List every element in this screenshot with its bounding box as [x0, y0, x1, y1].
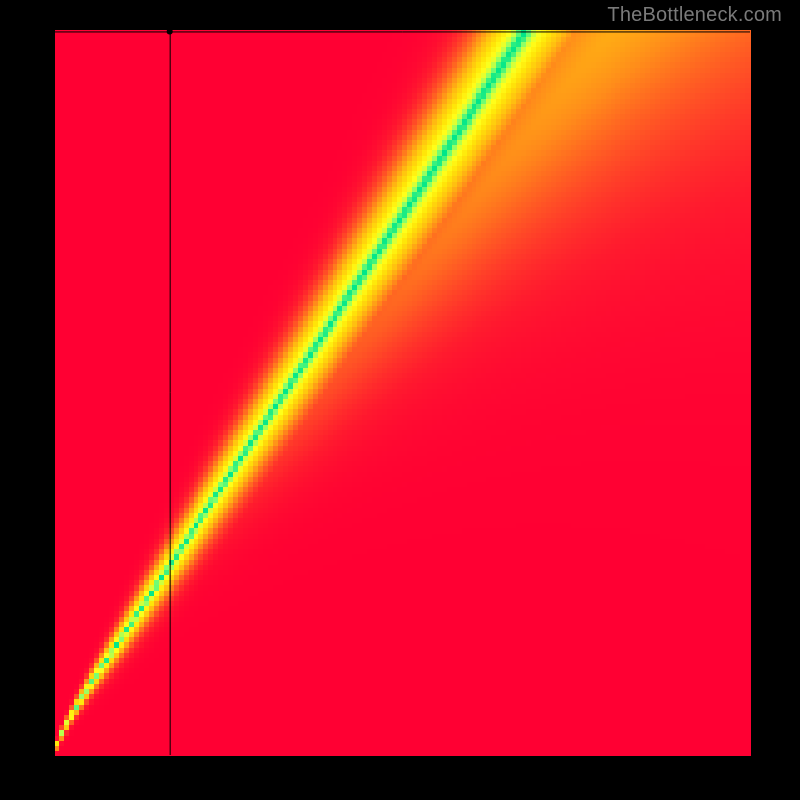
figure-container: TheBottleneck.com	[0, 0, 800, 800]
watermark-text: TheBottleneck.com	[607, 4, 782, 27]
heatmap-canvas	[0, 0, 800, 800]
